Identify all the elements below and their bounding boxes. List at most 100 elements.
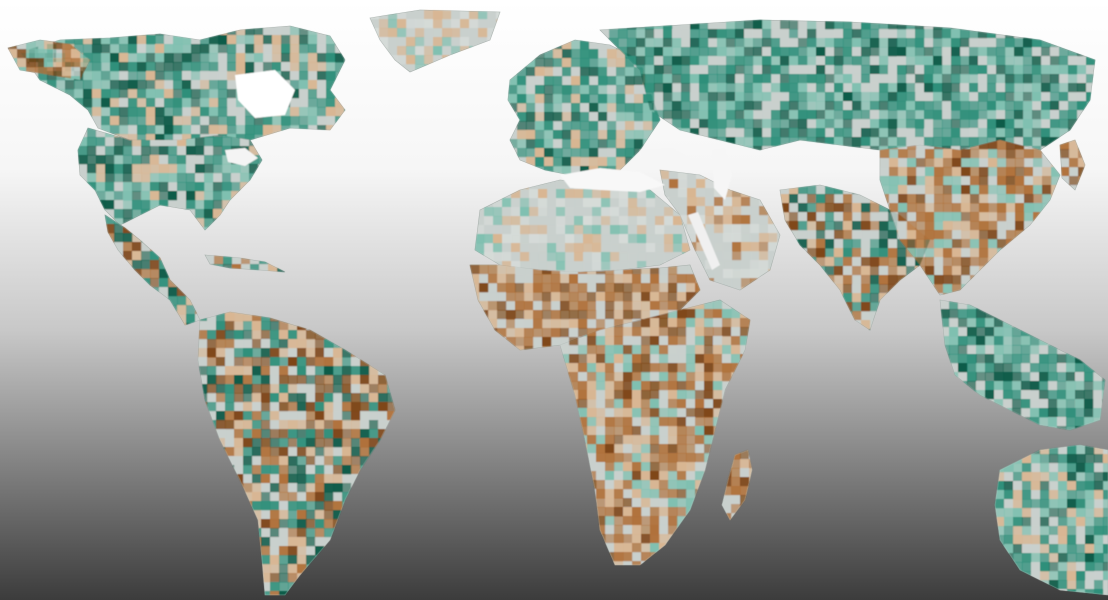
moisture-cell [317,44,327,54]
moisture-cell [632,561,642,565]
moisture-cell [290,107,300,117]
moisture-cell [952,212,962,222]
moisture-cell [596,507,606,517]
moisture-cell [270,501,280,511]
moisture-cell [261,456,271,466]
moisture-cell [879,38,889,48]
moisture-cell [306,438,316,448]
moisture-cell [270,573,280,583]
moisture-cell [177,182,187,192]
moisture-cell [105,191,115,201]
moisture-cell [415,28,425,38]
moisture-cell [632,453,642,463]
moisture-cell [686,327,696,337]
moisture-cell [128,62,138,72]
moisture-cell [704,327,714,337]
moisture-cell [632,292,642,302]
moisture-cell [234,465,244,475]
moisture-cell [798,239,808,249]
moisture-cell [526,148,536,158]
moisture-cell [234,393,244,403]
moisture-cell [722,300,732,310]
moisture-cell [529,261,539,271]
moisture-cell [1015,149,1025,159]
moisture-cell [306,411,316,421]
moisture-cell [614,283,624,293]
moisture-cell [659,283,669,293]
moisture-cell [663,110,673,120]
moisture-cell [650,390,660,400]
moisture-cell [1006,185,1016,195]
moisture-cell [623,462,633,472]
moisture-cell [306,456,316,466]
moisture-cell [317,53,327,63]
moisture-cell [771,47,781,57]
moisture-cell [714,251,724,261]
moisture-cell [261,357,271,367]
moisture-cell [762,29,772,39]
moisture-cell [741,224,751,234]
moisture-cell [618,47,628,57]
moisture-cell [623,534,633,544]
moisture-cell [978,101,988,111]
moisture-cell [970,185,980,195]
moisture-cell [71,67,81,77]
moisture-cell [308,98,318,108]
moisture-cell [843,92,853,102]
moisture-cell [299,80,309,90]
moisture-cell [562,166,572,176]
moisture-cell [654,29,664,39]
moisture-cell [587,336,597,346]
moisture-cell [114,224,124,234]
moisture-cell [360,438,370,448]
moisture-cell [493,207,503,217]
moisture-cell [616,157,626,167]
moisture-cell [852,92,862,102]
moisture-cell [632,310,642,320]
moisture-cell [668,354,678,364]
moisture-cell [714,269,724,279]
moisture-cell [623,489,633,499]
moisture-cell [114,218,124,228]
moisture-cell [699,110,709,120]
moisture-cell [553,121,563,131]
moisture-cell [243,438,253,448]
moisture-cell [279,555,289,565]
moisture-cell [535,157,545,167]
moisture-cell [1069,158,1079,168]
moisture-cell [508,139,518,149]
moisture-cell [252,429,262,439]
moisture-cell [690,56,700,66]
moisture-cell [231,173,241,183]
moisture-cell [596,462,606,472]
moisture-cell [987,56,997,66]
moisture-cell [807,230,817,240]
moisture-cell [952,257,962,267]
moisture-cell [641,345,651,355]
moisture-cell [207,321,217,331]
moisture-cell [897,266,907,276]
moisture-cell [101,116,111,126]
moisture-cell [587,283,597,293]
moisture-cell [252,456,262,466]
moisture-cell [342,447,352,457]
moisture-cell [834,248,844,258]
moisture-cell [655,216,665,226]
moisture-cell [798,20,808,30]
moisture-cell [780,137,790,147]
moisture-cell [677,489,687,499]
moisture-cell [565,234,575,244]
moisture-cell [497,301,507,311]
moisture-cell [544,121,554,131]
moisture-cell [342,402,352,412]
moisture-cell [609,38,619,48]
moisture-cell [315,483,325,493]
moisture-cell [952,275,962,285]
moisture-cell [1050,92,1060,102]
moisture-cell [735,137,745,147]
moisture-cell [650,426,660,436]
moisture-cell [596,489,606,499]
moisture-cell [625,58,635,68]
moisture-cell [741,251,751,261]
moisture-cell [159,155,169,165]
